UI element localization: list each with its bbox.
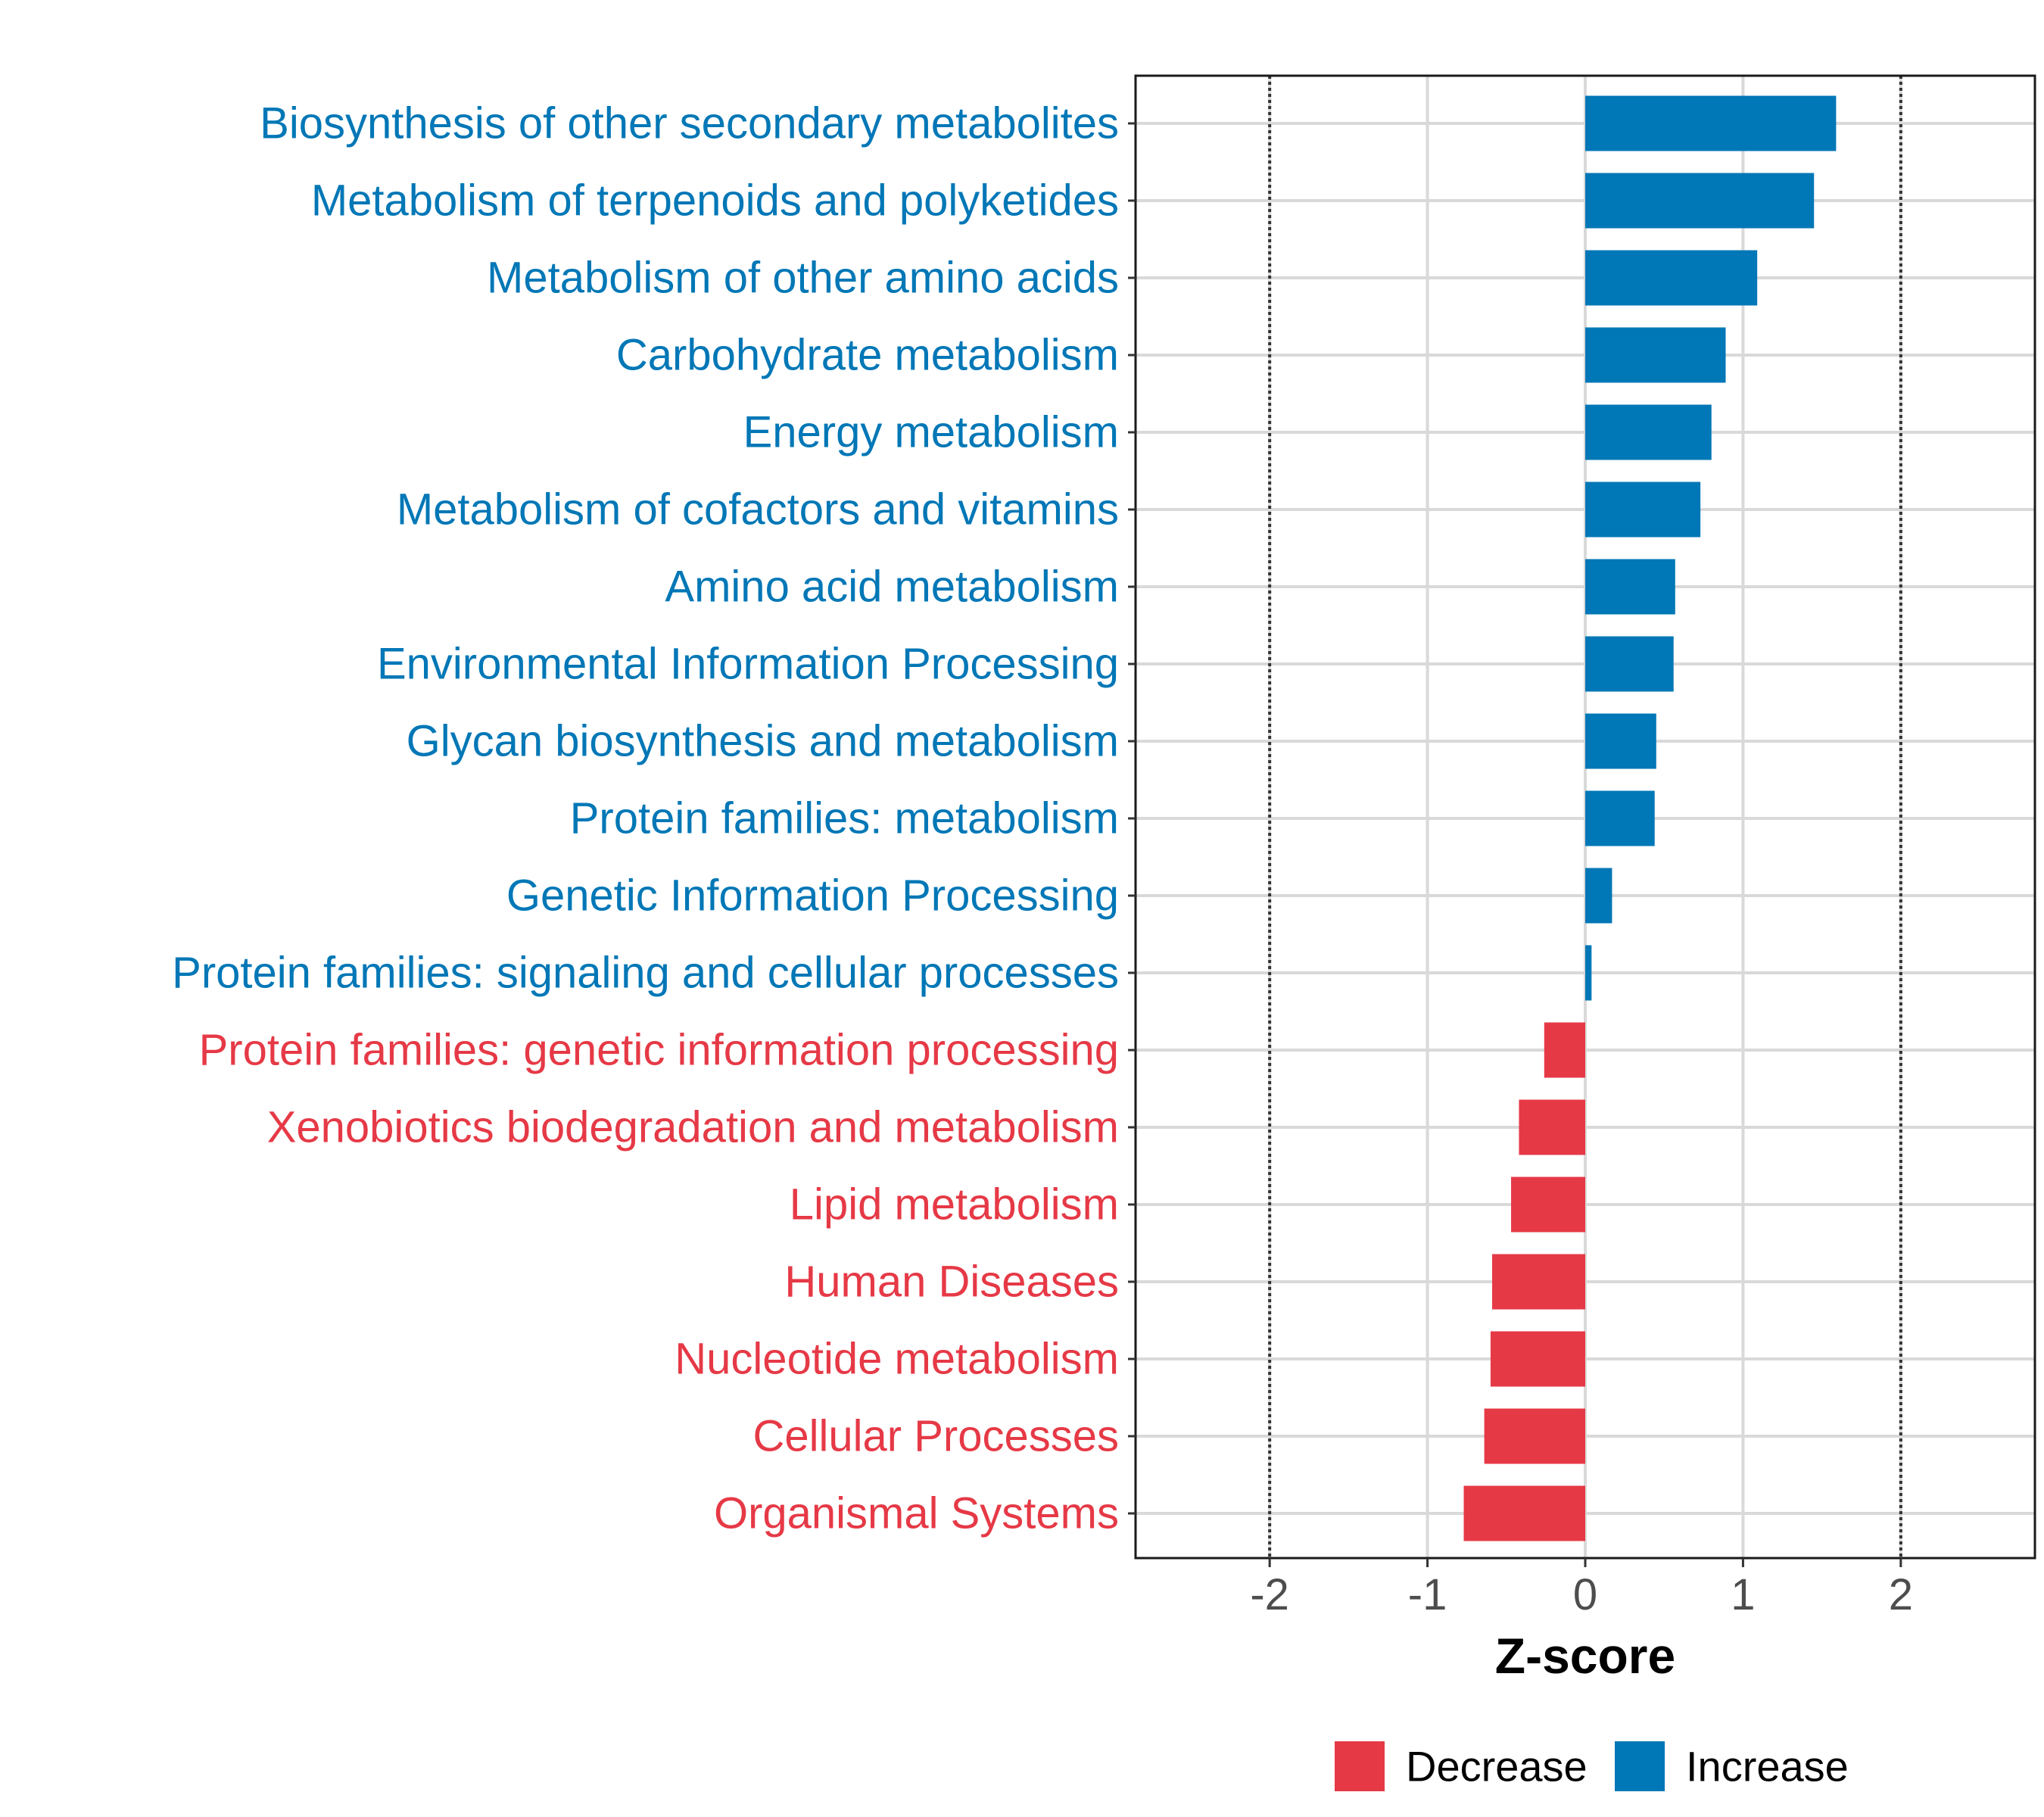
category-label: Glycan biosynthesis and metabolism (407, 717, 1119, 766)
bar-6 (1585, 559, 1675, 615)
x-tick-label: -1 (1408, 1570, 1447, 1619)
bar-7 (1585, 636, 1674, 692)
bar-16 (1490, 1331, 1585, 1387)
category-label: Genetic Information Processing (506, 871, 1119, 921)
bar-3 (1585, 327, 1726, 383)
category-label: Organismal Systems (714, 1489, 1119, 1538)
x-tick-label: -2 (1250, 1570, 1289, 1619)
x-tick-label: 2 (1889, 1570, 1913, 1619)
legend: Decrease Increase (1335, 1741, 1849, 1791)
category-label: Metabolism of terpenoids and polyketides (311, 176, 1119, 226)
legend-label-decrease: Decrease (1406, 1743, 1588, 1791)
bar-15 (1492, 1254, 1585, 1310)
category-label: Environmental Information Processing (377, 640, 1119, 689)
x-axis-ticks: -2 -1 0 1 2 (1250, 1558, 1913, 1619)
bar-12 (1544, 1022, 1585, 1078)
category-label: Amino acid metabolism (665, 563, 1119, 612)
bar-18 (1463, 1485, 1585, 1541)
legend-key-increase (1615, 1741, 1665, 1791)
reference-lines (1268, 76, 1902, 1558)
category-label: Nucleotide metabolism (675, 1335, 1119, 1384)
category-label: Human Diseases (784, 1258, 1119, 1307)
bar-8 (1585, 713, 1656, 769)
bar-10 (1585, 868, 1612, 924)
category-label: Protein families: genetic information pr… (199, 1026, 1119, 1075)
category-label: Xenobiotics biodegradation and metabolis… (267, 1103, 1119, 1152)
y-axis-ticks (1128, 122, 1136, 1515)
category-label: Metabolism of other amino acids (487, 254, 1119, 303)
category-label: Protein families: metabolism (570, 794, 1119, 843)
bar-9 (1585, 790, 1655, 846)
bars (1463, 95, 1837, 1541)
category-label: Energy metabolism (743, 408, 1119, 457)
legend-label-increase: Increase (1686, 1743, 1849, 1791)
category-label: Lipid metabolism (790, 1180, 1119, 1230)
bar-0 (1585, 95, 1837, 151)
bar-2 (1585, 250, 1758, 306)
bar-14 (1511, 1177, 1585, 1233)
category-label: Cellular Processes (752, 1412, 1119, 1461)
x-tick-label: 0 (1573, 1570, 1597, 1619)
category-label: Metabolism of cofactors and vitamins (397, 485, 1119, 535)
category-label: Carbohydrate metabolism (616, 331, 1119, 380)
bar-1 (1585, 173, 1815, 229)
bar-4 (1585, 404, 1712, 460)
bar-5 (1585, 482, 1701, 538)
bar-11 (1585, 945, 1592, 1001)
y-axis-labels: Biosynthesis of other secondary metaboli… (172, 99, 1119, 1538)
x-axis-title: Z-score (1495, 1628, 1675, 1684)
bar-13 (1519, 1099, 1585, 1155)
category-label: Protein families: signaling and cellular… (172, 949, 1119, 998)
bar-17 (1484, 1408, 1585, 1464)
x-tick-label: 1 (1731, 1570, 1755, 1619)
category-label: Biosynthesis of other secondary metaboli… (260, 99, 1119, 148)
legend-key-decrease (1335, 1741, 1385, 1791)
